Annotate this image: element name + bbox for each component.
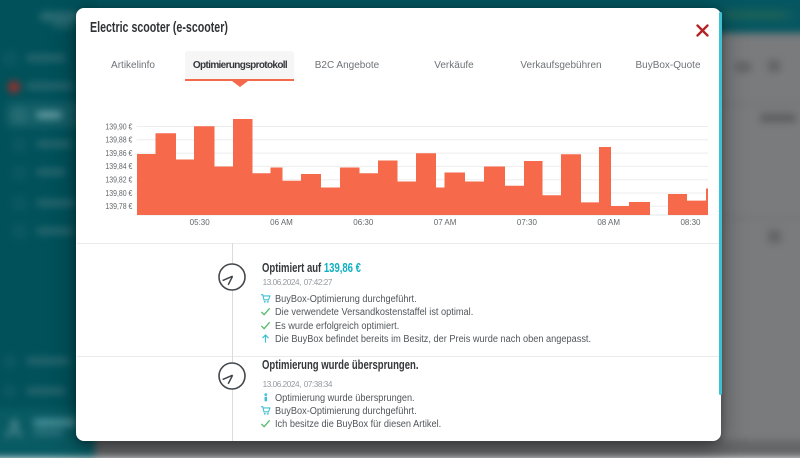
svg-text:07:30: 07:30 (517, 218, 538, 227)
svg-text:139,82 €: 139,82 € (105, 175, 132, 185)
svg-text:06:30: 06:30 (353, 218, 374, 227)
svg-text:139,86 €: 139,86 € (105, 148, 132, 158)
svg-text:08:30: 08:30 (680, 218, 701, 227)
svg-text:139,90 €: 139,90 € (105, 121, 132, 131)
svg-text:139,84 €: 139,84 € (105, 161, 132, 171)
svg-text:05:30: 05:30 (190, 218, 211, 227)
svg-text:139,78 €: 139,78 € (105, 201, 132, 211)
svg-text:08 AM: 08 AM (597, 218, 620, 227)
svg-text:139,80 €: 139,80 € (105, 188, 132, 198)
svg-text:07 AM: 07 AM (434, 218, 457, 227)
svg-text:139,88 €: 139,88 € (105, 135, 132, 145)
svg-text:06 AM: 06 AM (270, 218, 293, 227)
